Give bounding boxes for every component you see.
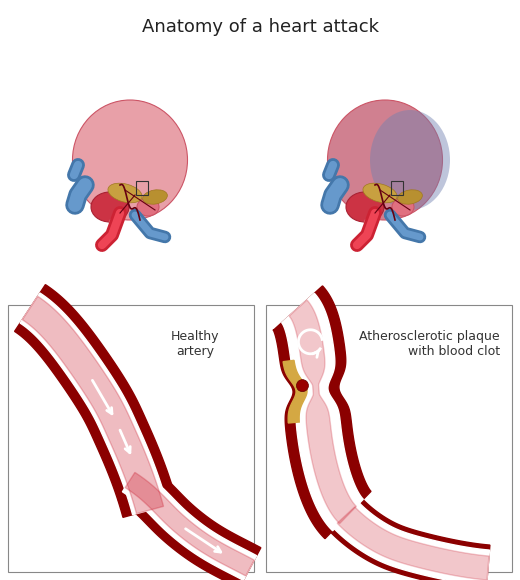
Ellipse shape (72, 100, 188, 220)
Ellipse shape (137, 198, 159, 216)
Polygon shape (20, 293, 167, 514)
Text: Anatomy of a heart attack: Anatomy of a heart attack (141, 18, 379, 36)
Ellipse shape (364, 218, 376, 226)
Ellipse shape (363, 183, 397, 203)
Polygon shape (273, 286, 371, 539)
Bar (136, 181, 148, 195)
Polygon shape (22, 296, 163, 514)
Text: Healthy
artery: Healthy artery (171, 330, 219, 358)
FancyBboxPatch shape (266, 305, 512, 572)
FancyBboxPatch shape (8, 305, 254, 572)
Ellipse shape (91, 192, 129, 222)
Ellipse shape (328, 100, 443, 220)
Polygon shape (282, 293, 363, 531)
Polygon shape (337, 507, 489, 580)
Polygon shape (333, 503, 489, 580)
Ellipse shape (108, 183, 142, 203)
Ellipse shape (142, 190, 167, 204)
Bar (391, 181, 403, 195)
Polygon shape (125, 473, 254, 576)
Ellipse shape (398, 190, 422, 204)
Ellipse shape (346, 192, 384, 222)
Circle shape (296, 380, 308, 392)
Polygon shape (118, 461, 261, 580)
Ellipse shape (370, 110, 450, 210)
Polygon shape (15, 285, 177, 517)
Ellipse shape (109, 218, 121, 226)
Polygon shape (289, 300, 356, 524)
Polygon shape (329, 499, 490, 580)
Polygon shape (122, 468, 256, 580)
Text: Atherosclerotic plaque
with blood clot: Atherosclerotic plaque with blood clot (359, 330, 500, 358)
Ellipse shape (392, 198, 414, 216)
Polygon shape (283, 360, 307, 423)
